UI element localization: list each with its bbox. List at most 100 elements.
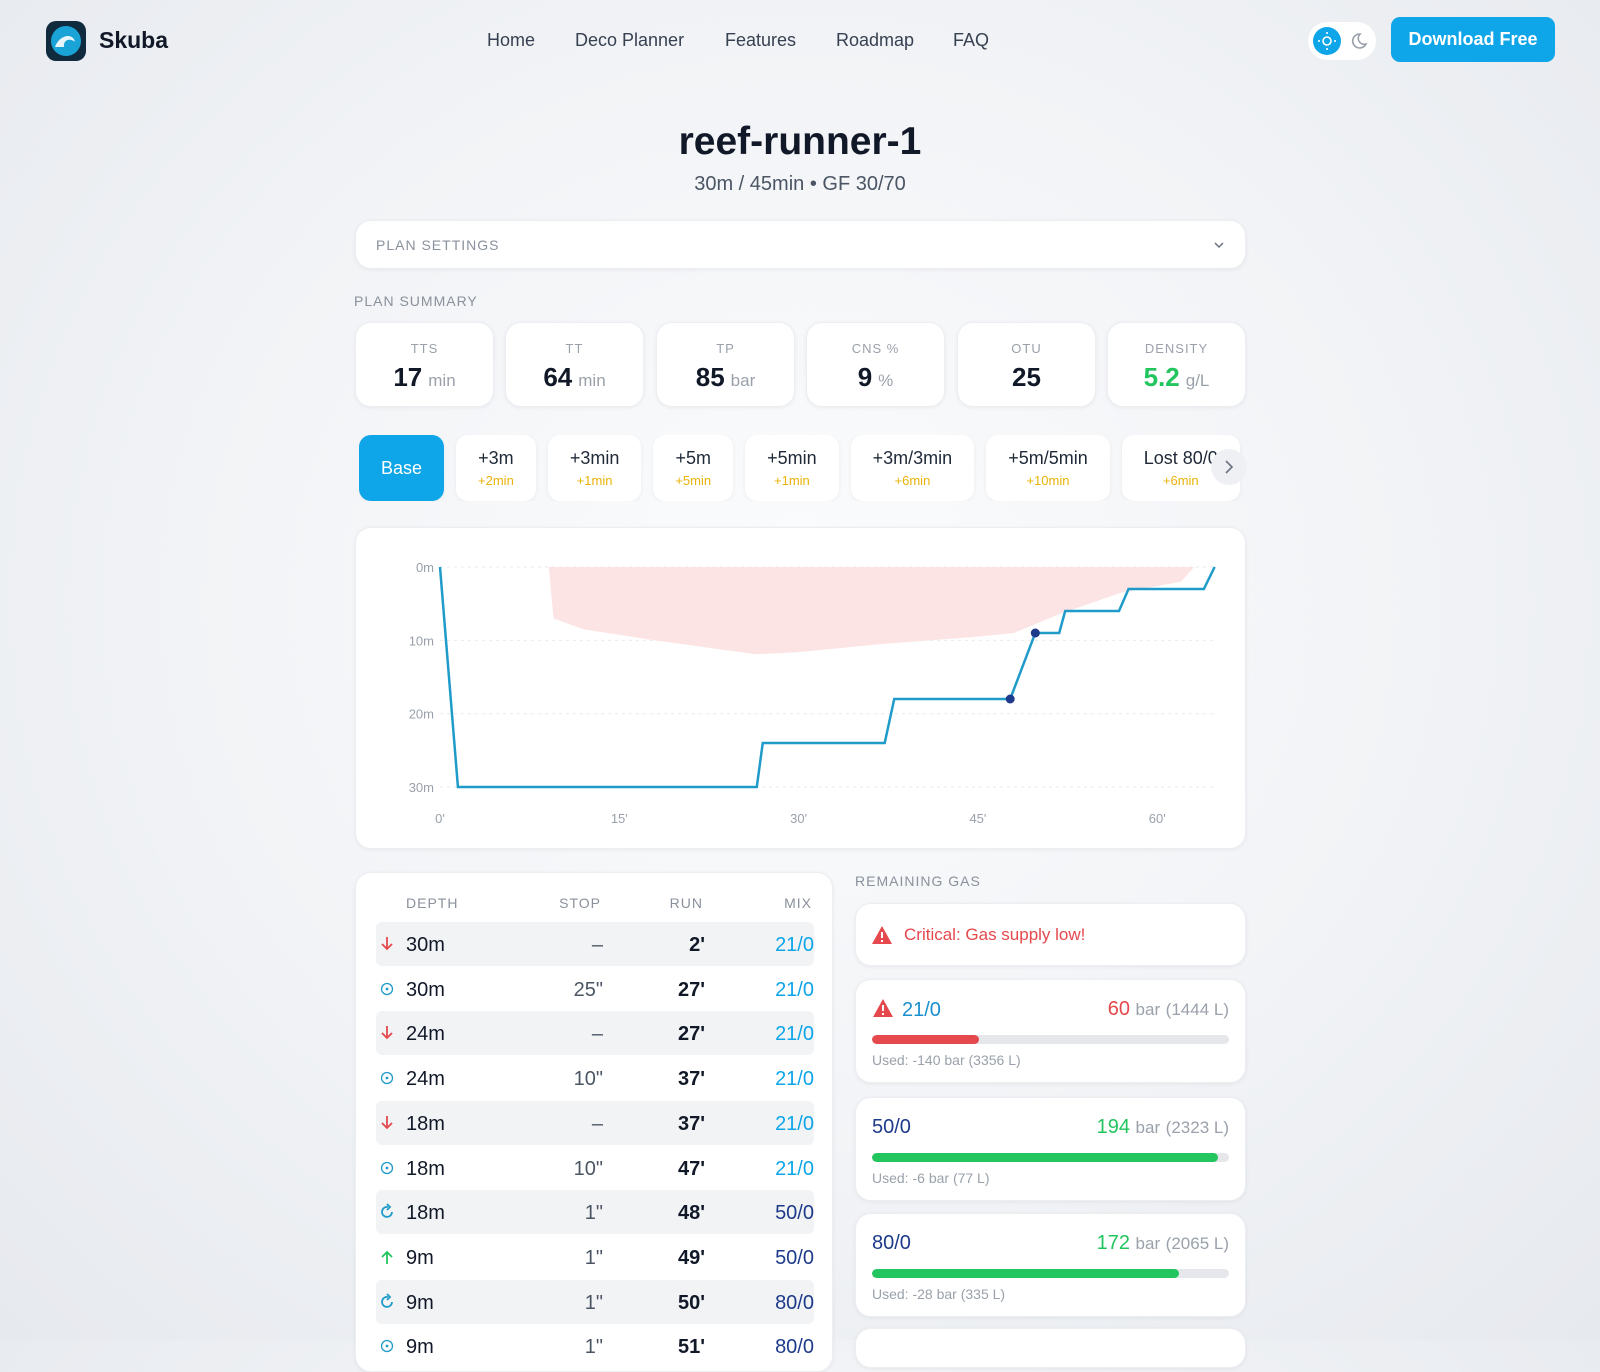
nav-link[interactable]: Roadmap (836, 30, 915, 50)
table-row: 9m 1" 49' 50/0 (376, 1235, 814, 1279)
gas-card: 80/0 172 bar (2065 L) Used: -28 bar (335 L… (855, 1213, 1246, 1317)
tab[interactable]: +5min +1min (745, 435, 839, 501)
stat-unit: % (878, 371, 894, 390)
x-tick-label: 60' (1149, 811, 1166, 826)
pressure-value: 172 (1096, 1232, 1130, 1254)
gas-volume: (1444 L) (1165, 1000, 1229, 1019)
used-prefix: Used: (872, 1286, 909, 1302)
stop-time: 1" (584, 1202, 603, 1225)
mix: 21/0 (775, 1068, 814, 1091)
column-header: RUN (669, 895, 703, 911)
depth: 24m (406, 1068, 445, 1091)
gas-mix: 80/0 (872, 1232, 911, 1255)
tab-label: +3min (569, 448, 620, 468)
tab-delta: +1min (576, 473, 613, 488)
tab-delta: +6min (1162, 473, 1199, 488)
gas-switch-point (1030, 628, 1040, 638)
nav-link[interactable]: Deco Planner (575, 30, 685, 50)
tab[interactable]: +5m/5min +10min (986, 435, 1110, 501)
tab[interactable]: +3m/3min +6min (850, 435, 975, 501)
mix: 21/0 (775, 978, 814, 1001)
gas-mix: 21/0 (872, 998, 941, 1022)
tab-label: +3m/3min (872, 448, 953, 468)
tab-label: +5m/5min (1008, 448, 1088, 468)
mix: 21/0 (775, 934, 814, 956)
row-icon (381, 1203, 393, 1218)
section-label: PLAN SUMMARY (354, 293, 478, 309)
gas-mix: 50/0 (872, 1116, 911, 1139)
used-unit: bar (928, 1170, 950, 1186)
theme-toggle[interactable] (1308, 22, 1376, 60)
nav-link[interactable]: Home (487, 30, 536, 50)
x-tick-label: 30' (790, 811, 807, 826)
stat-value: 85 (695, 362, 725, 392)
summary-card: TP 85 bar (656, 322, 795, 407)
run-time: 49' (677, 1246, 705, 1269)
y-tick-label: 0m (416, 560, 434, 575)
used-volume: (3356 L) (968, 1052, 1021, 1068)
pressure-value: 194 (1096, 1116, 1130, 1138)
gas-volume: (2323 L) (1165, 1118, 1229, 1137)
gas-card (855, 1328, 1246, 1368)
settings-panel[interactable]: PLAN SETTINGS (355, 220, 1246, 269)
tab[interactable]: +5m +5min (653, 435, 734, 501)
table-row: 18m 1" 48' 50/0 (376, 1190, 814, 1235)
used-prefix: Used: (872, 1052, 909, 1068)
gas-pressure: 60 bar (1444 L) (1108, 998, 1229, 1021)
stop-time: 10" (573, 1157, 603, 1180)
table-row: 9m 1" 51' 80/0 (376, 1324, 814, 1368)
gas-pressure: 194 bar (2323 L) (1097, 1116, 1229, 1139)
tab[interactable]: Base (359, 435, 445, 501)
pressure-unit: bar (1135, 1000, 1161, 1019)
stat-value: 9 (857, 362, 873, 392)
row-icon (381, 1292, 393, 1308)
scenario-tabs: Base +3m +2min +3min +1min +5m +5min +5min +… (359, 435, 1246, 501)
tab[interactable]: +3m +2min (456, 435, 536, 501)
x-tick-label: 0' (435, 811, 445, 826)
stat-value: 5.2 (1143, 362, 1180, 392)
plan-title: reef-runner-1 (678, 120, 922, 163)
stat-unit: min (578, 371, 606, 390)
plan-subtitle: 30m / 45min • GF 30/70 (694, 173, 906, 195)
nav-link[interactable]: FAQ (953, 30, 990, 50)
summary-card: TTS 17 min (355, 322, 494, 407)
settings-label: PLAN SETTINGS (376, 237, 500, 253)
warning-icon (873, 999, 893, 1017)
stop-time: 1" (584, 1291, 603, 1314)
stat-label: CNS % (851, 341, 900, 356)
gas-used: Used: -28 bar (335 L) (872, 1286, 1005, 1302)
gas-mix-name: 80/0 (872, 1232, 911, 1254)
stop-time: 25" (573, 978, 603, 1001)
logo[interactable] (45, 20, 87, 62)
profile-line (438, 566, 1216, 789)
run-time: 2' (689, 934, 705, 956)
used-volume: (335 L) (960, 1286, 1006, 1302)
summary-card: OTU 25 (957, 322, 1096, 407)
column-header: STOP (559, 895, 601, 911)
nav-link[interactable]: Features (725, 30, 797, 50)
table-row: 24m 10" 37' 21/0 (376, 1056, 814, 1100)
used-volume: (77 L) (952, 1170, 990, 1186)
row-icon (381, 1115, 393, 1130)
row-icon (381, 1250, 393, 1264)
runtime-table: DEPTH STOP RUN MIX 30m – 2' 21/0 30m 25" 27' 21… (355, 872, 833, 1372)
table-row: 9m 1" 50' 80/0 (376, 1279, 814, 1324)
scroll-right[interactable] (1210, 448, 1248, 486)
stat-value: 64 (543, 362, 573, 392)
depth: 24m (406, 1023, 445, 1046)
depth: 18m (406, 1112, 445, 1135)
depth: 30m (406, 978, 445, 1001)
stat-label: TP (716, 341, 735, 356)
row-icon (380, 1071, 394, 1085)
tab[interactable]: +3min +1min (547, 435, 642, 501)
summary-card: CNS % 9% (806, 322, 945, 407)
run-time: 27' (677, 1023, 705, 1046)
gas-track (872, 1269, 1229, 1278)
gas-pressure: 172 bar (2065 L) (1097, 1232, 1229, 1255)
stop-time: – (591, 1023, 603, 1046)
table-row: 18m 10" 47' 21/0 (376, 1146, 814, 1190)
download-button[interactable]: Download Free (1391, 17, 1555, 62)
stop-time: 10" (573, 1068, 603, 1091)
brand[interactable]: Skuba (99, 27, 169, 53)
